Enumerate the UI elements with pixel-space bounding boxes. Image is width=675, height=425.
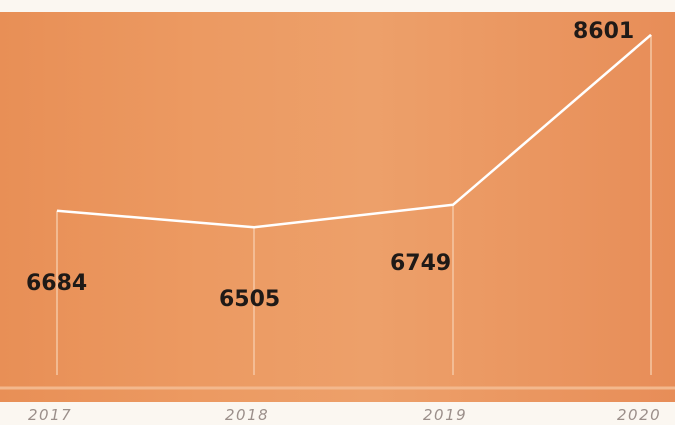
- x-tick-2019: 2019: [423, 406, 467, 424]
- series-line: [57, 35, 651, 227]
- data-label-2019: 6749: [390, 251, 451, 276]
- x-tick-2020: 2020: [617, 406, 661, 424]
- x-tick-2018: 2018: [225, 406, 269, 424]
- x-axis-ticks: 2017 2018 2019 2020: [28, 406, 661, 424]
- data-label-2020: 8601: [573, 19, 634, 44]
- data-label-2018: 6505: [219, 287, 280, 312]
- data-labels: 6684 6505 6749 8601: [26, 19, 634, 312]
- data-label-2017: 6684: [26, 271, 87, 296]
- x-tick-2017: 2017: [28, 406, 72, 424]
- drop-lines: [57, 35, 651, 375]
